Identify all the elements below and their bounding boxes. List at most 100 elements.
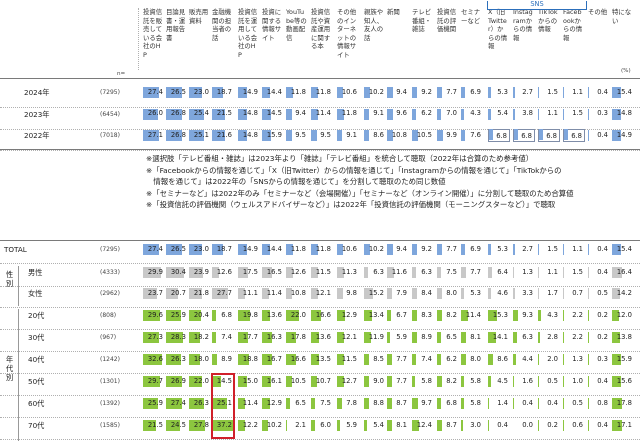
value-bar [212, 420, 234, 431]
value-text: 8.6 [373, 130, 384, 139]
value-text: 25.4 [193, 109, 209, 117]
value-text: 5.9 [396, 332, 407, 341]
value-cell: 11.4 [238, 397, 260, 410]
value-bar [387, 354, 392, 365]
value-text: 12.7 [341, 376, 357, 385]
value-cell: 7.4 [412, 353, 434, 366]
value-text: 6.3 [373, 267, 384, 276]
value-bar [513, 310, 519, 321]
value-text: 0.4 [547, 398, 558, 407]
value-text: 22.0 [193, 376, 209, 385]
value-bar [461, 130, 466, 141]
value-text: 13.5 [315, 354, 331, 363]
value-cell: 11.5 [337, 353, 359, 366]
value-bar [364, 332, 371, 343]
column-header: セミナーなど [461, 8, 481, 25]
value-bar [387, 332, 391, 343]
group-label-sex: 性別 [6, 270, 14, 288]
value-bar [189, 244, 203, 255]
value-bar [311, 354, 319, 365]
row-sample-size: (6454) [100, 110, 120, 118]
value-cell: 23.9 [189, 266, 211, 279]
value-cell: 6.8 [212, 309, 234, 322]
value-text: 18.8 [242, 354, 258, 363]
value-text: 0.4 [597, 420, 608, 429]
value-text: 6.7 [396, 310, 407, 319]
value-text: 1.7 [547, 288, 558, 297]
value-cell: 10.8 [387, 129, 409, 142]
value-text: 29.7 [147, 376, 163, 385]
value-cell: 9.4 [286, 108, 308, 121]
value-bar [488, 376, 491, 387]
value-bar [337, 108, 344, 120]
value-bar [286, 420, 288, 431]
value-cell: 27.3 [143, 331, 165, 344]
value-bar [488, 267, 492, 278]
value-text: 9.3 [522, 310, 533, 319]
value-cell: 6.9 [461, 243, 483, 256]
value-bar [387, 398, 393, 409]
value-bar [143, 244, 160, 255]
value-bar [364, 310, 372, 321]
value-text: 17.5 [242, 267, 258, 276]
value-text: 1.4 [497, 398, 508, 407]
value-cell: 23.7 [143, 287, 165, 300]
value-cell: 19.8 [238, 309, 260, 322]
value-text: 11.4 [315, 109, 331, 117]
value-cell: 5.3 [488, 86, 510, 99]
value-cell: 1.6 [513, 375, 535, 388]
column-header: 投資信託の評価機関 [437, 8, 457, 34]
value-bar [513, 376, 514, 387]
value-text: 8.4 [421, 288, 432, 297]
value-text: 5.8 [421, 376, 432, 385]
value-text: 24.5 [170, 420, 186, 429]
value-cell: 0.4 [588, 419, 610, 432]
row-separator [0, 329, 640, 330]
value-text: 37.2 [216, 420, 232, 429]
value-text: 10.6 [341, 87, 357, 96]
row-separator [0, 150, 640, 151]
value-cell: 13.4 [364, 309, 386, 322]
value-cell: 5.8 [461, 375, 483, 388]
value-cell: 12.4 [412, 419, 434, 432]
value-text: 27.4 [147, 87, 163, 96]
value-cell: 21.8 [189, 287, 211, 300]
value-bar [143, 130, 159, 141]
value-cell: 0.4 [588, 266, 610, 279]
value-cell: 21.5 [212, 108, 234, 121]
value-text: 14.4 [266, 244, 282, 253]
row-separator [0, 107, 640, 108]
value-cell: 10.8 [286, 287, 308, 300]
value-text: 18.0 [193, 354, 209, 363]
value-cell: 15.6 [612, 375, 634, 388]
value-bar [166, 398, 183, 409]
percent-label: (%) [621, 68, 631, 74]
value-text: 0.6 [572, 420, 583, 429]
value-cell: 9.9 [437, 129, 459, 142]
value-cell: 11.9 [364, 331, 386, 344]
value-text: 0.4 [597, 87, 608, 96]
value-cell: 5.3 [461, 287, 483, 300]
value-text: 0.4 [597, 244, 608, 253]
column-header: Facebookからの情報 [563, 8, 583, 42]
value-text: 30.4 [170, 267, 186, 276]
value-text: 7.8 [346, 398, 357, 407]
value-cell: 11.4 [311, 108, 333, 121]
value-text: 8.1 [470, 332, 481, 341]
value-bar [364, 130, 370, 141]
value-text: 1.1 [572, 244, 583, 253]
value-bar [513, 332, 517, 343]
row-separator [0, 128, 640, 130]
value-cell: 13.6 [311, 331, 333, 344]
value-cell: 26.5 [166, 243, 188, 256]
value-bar [189, 420, 206, 431]
value-cell: 0.4 [588, 375, 610, 388]
value-bar [262, 398, 270, 409]
row-sample-size: (4333) [100, 269, 120, 276]
value-cell: 16.3 [262, 331, 284, 344]
value-cell: 12.6 [286, 266, 308, 279]
value-cell: 27.4 [143, 243, 165, 256]
value-cell: 5.8 [412, 375, 434, 388]
value-cell: 37.2 [212, 419, 234, 432]
value-cell: 1.0 [563, 375, 585, 388]
